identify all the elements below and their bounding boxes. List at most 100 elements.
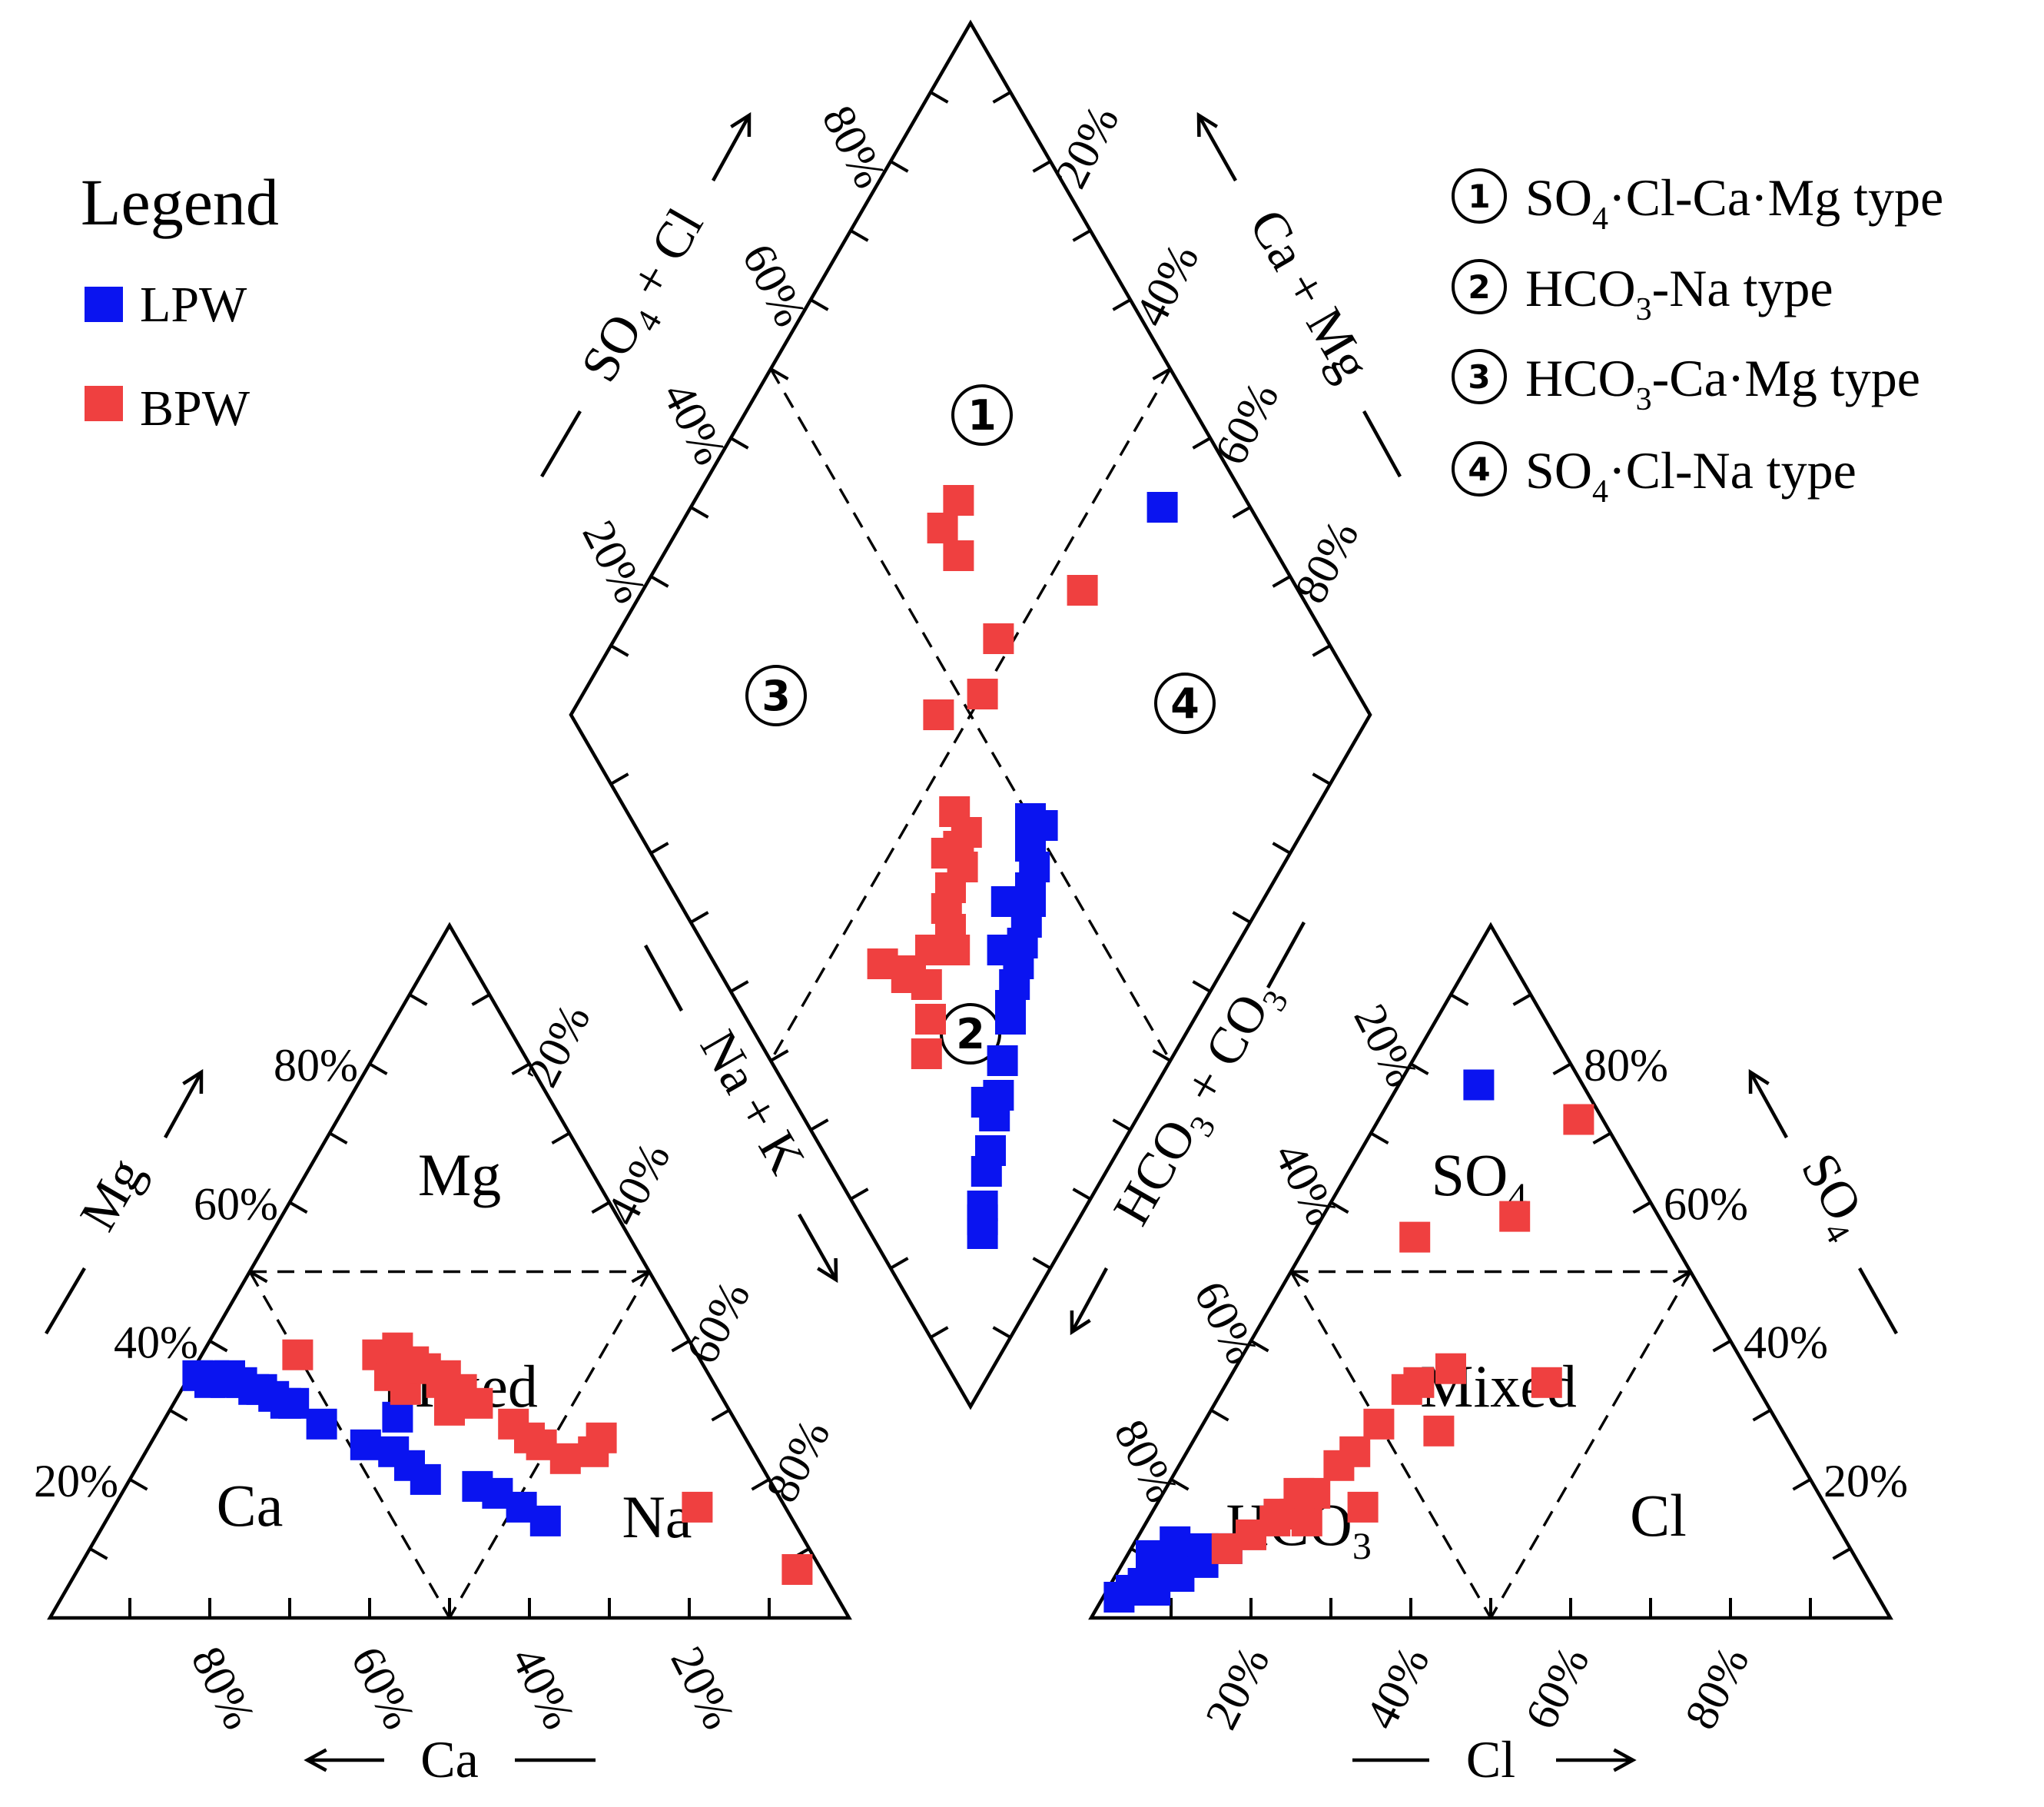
legend-swatch-bpw xyxy=(85,386,123,421)
diamond-ll-tick xyxy=(929,1326,949,1339)
point-bpw-anion xyxy=(1435,1353,1466,1384)
water-type-1: 1 SO4·Cl-Ca·Mg type xyxy=(1452,168,1943,237)
diamond-lr-tick xyxy=(992,1326,1012,1339)
type-1-number: 1 xyxy=(1468,178,1490,215)
cation-ca-tick-label: 20% xyxy=(661,1639,745,1737)
diamond-so4cl-tick-label: 80% xyxy=(812,98,896,196)
axis-camg-arrow xyxy=(1197,114,1237,182)
diamond-ul-tick xyxy=(889,160,909,173)
anion-cl-divider xyxy=(1489,1271,1692,1619)
diamond-camg-tick-label: 20% xyxy=(1045,98,1129,196)
cation-right-tick xyxy=(631,1270,651,1284)
cation-left-tick xyxy=(248,1270,268,1284)
point-bpw-cation xyxy=(434,1394,465,1426)
axis-nak-arrow-head xyxy=(817,1257,838,1284)
anion-left-tick xyxy=(1170,1478,1190,1491)
diamond-so4cl-tick-label: 40% xyxy=(652,374,736,473)
cation-mg-tick-label: 20% xyxy=(34,1456,118,1506)
point-bpw-diamond xyxy=(943,540,974,571)
axis-mg-label: Mg xyxy=(68,1148,155,1241)
point-lpw-cation xyxy=(350,1429,381,1460)
anion-right-tick xyxy=(1552,1062,1572,1075)
point-lpw-diamond xyxy=(990,886,1022,917)
point-lpw-diamond xyxy=(971,1156,1002,1187)
point-bpw-diamond xyxy=(943,485,974,516)
cation-mg-tick-label: 40% xyxy=(114,1317,198,1368)
point-bpw-anion xyxy=(1399,1221,1431,1253)
cation-right-tick xyxy=(471,993,491,1006)
point-lpw-diamond xyxy=(967,1218,998,1249)
cation-left-tick xyxy=(88,1547,108,1560)
diamond-lr-tick xyxy=(1232,911,1252,924)
diamond-lr-tick xyxy=(1032,1257,1052,1270)
point-lpw-cation xyxy=(529,1505,561,1536)
point-lpw-diamond xyxy=(971,1087,1002,1118)
cation-right-tick xyxy=(591,1201,611,1214)
diamond-lr-tick xyxy=(1152,1049,1172,1062)
point-bpw-anion xyxy=(1339,1436,1371,1467)
axis-camg-arrow-head xyxy=(1196,111,1218,138)
axis-so4-line xyxy=(1858,1267,1898,1335)
diamond-ur-tick xyxy=(1232,506,1252,519)
diamond-ll-tick xyxy=(649,842,669,855)
type-2-number: 2 xyxy=(1468,268,1490,306)
point-bpw-diamond xyxy=(967,679,998,709)
legend-label-bpw: BPW xyxy=(140,380,251,437)
point-lpw-anion xyxy=(1463,1069,1495,1101)
point-bpw-anion xyxy=(1291,1505,1322,1536)
anion-right-tick xyxy=(1672,1270,1692,1284)
diamond-ur-tick xyxy=(992,91,1012,104)
cation-left-tick xyxy=(168,1408,188,1422)
diamond-ll-tick xyxy=(689,911,709,924)
anion-right-tick xyxy=(1592,1131,1612,1145)
cation-left-tick xyxy=(288,1201,308,1214)
type-2-label: HCO3-Na type xyxy=(1525,259,1833,327)
point-bpw-diamond xyxy=(867,948,898,979)
diamond-lr-tick xyxy=(1072,1188,1092,1201)
point-bpw-anion xyxy=(1347,1491,1379,1523)
axis-hco3co3-line xyxy=(1266,921,1306,989)
cation-mg-tick-label: 80% xyxy=(274,1040,358,1091)
point-bpw-anion xyxy=(1423,1415,1455,1447)
diamond-ur-tick xyxy=(1192,437,1212,450)
type-4-number: 4 xyxy=(1468,450,1490,488)
type-3-number: 3 xyxy=(1468,358,1490,396)
point-lpw-cation xyxy=(306,1408,337,1440)
cation-na-tick-label: 20% xyxy=(516,996,600,1094)
diamond-divider-2 xyxy=(769,368,1172,1061)
zone-mg: Mg xyxy=(418,1141,501,1208)
diamond-so4cl-tick-label: 20% xyxy=(572,513,656,611)
anion-left-tick xyxy=(1369,1131,1389,1145)
axis-so4cl-arrow xyxy=(712,114,751,182)
axis-mg-arrow xyxy=(164,1071,203,1139)
anion-hco3-tick-label: 60% xyxy=(1184,1274,1268,1372)
diamond-ll-tick xyxy=(849,1188,869,1201)
diamond-ur-tick xyxy=(1152,367,1172,380)
diamond-ur-tick xyxy=(1112,298,1132,311)
diamond-ul-tick xyxy=(689,506,709,519)
anion-left-tick xyxy=(1289,1270,1309,1284)
type-3-label: HCO3-Ca·Mg type xyxy=(1525,349,1920,417)
cation-right-tick xyxy=(551,1131,571,1145)
diamond-region-4-marker xyxy=(1154,673,1216,734)
diamond-lr-tick xyxy=(1312,772,1332,786)
cation-ca-tick-label: 40% xyxy=(501,1639,585,1737)
diamond-ll-tick xyxy=(889,1257,909,1270)
cation-left-tick xyxy=(328,1131,348,1145)
cation-na-tick-label: 80% xyxy=(756,1412,840,1510)
diamond-camg-tick-label: 60% xyxy=(1205,374,1289,473)
point-bpw-cation xyxy=(462,1387,493,1419)
anion-left-tick xyxy=(1409,1062,1429,1075)
axis-nak-line xyxy=(644,944,683,1012)
water-type-3: 3 HCO3-Ca·Mg type xyxy=(1452,349,1920,417)
type-1-label: SO4·Cl-Ca·Mg type xyxy=(1525,168,1943,237)
diamond-lr-tick xyxy=(1112,1118,1132,1131)
legend: Legend LPW BPW xyxy=(81,165,279,437)
point-bpw-anion xyxy=(1403,1367,1435,1398)
tick-labels: 20% 20% 20% 20% 20% 20% 20% 20% 40% 40% 40% 40% 40% 4… xyxy=(34,98,1908,1737)
point-bpw-cation xyxy=(549,1443,581,1474)
cation-left-tick xyxy=(408,993,428,1006)
point-bpw-diamond xyxy=(915,1004,946,1035)
diamond-lr-tick xyxy=(1192,980,1212,993)
point-bpw-anion xyxy=(1499,1201,1531,1232)
